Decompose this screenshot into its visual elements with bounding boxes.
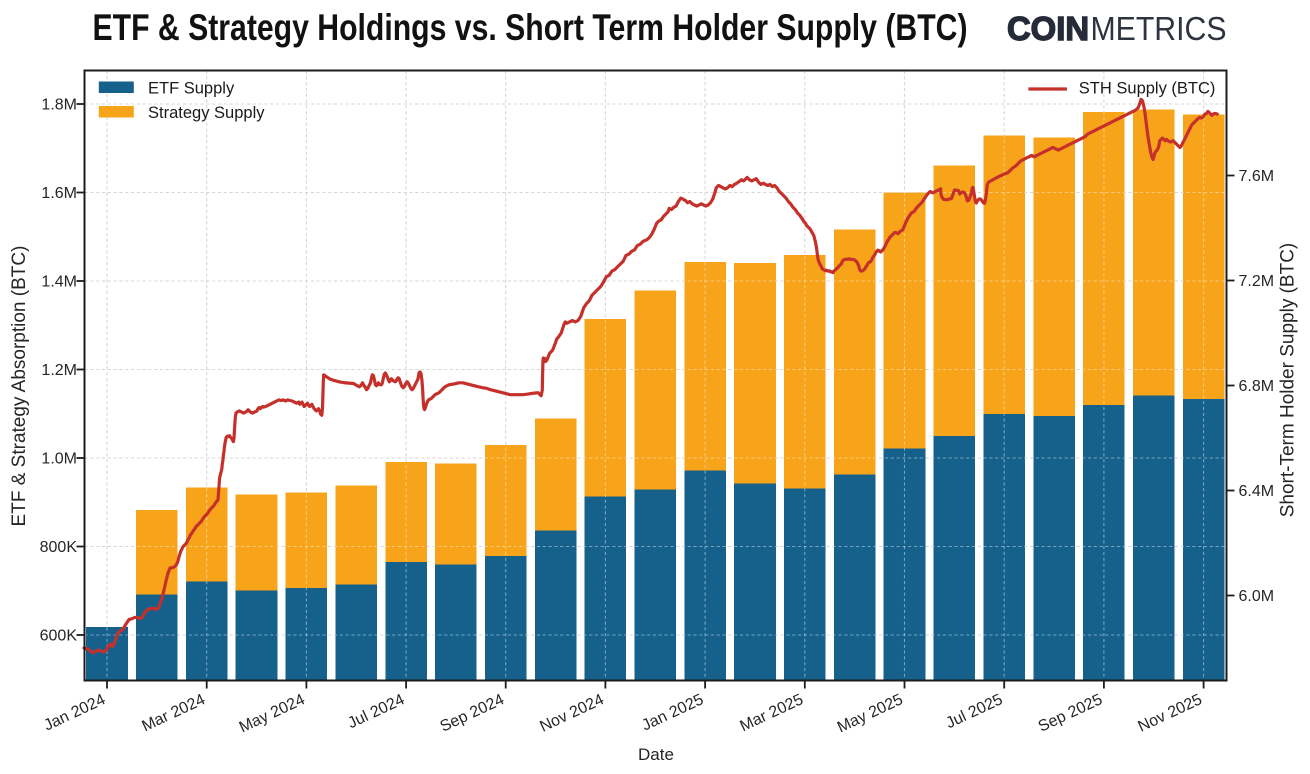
svg-text:STH Supply (BTC): STH Supply (BTC) xyxy=(1079,80,1216,98)
svg-text:ETF & Strategy Absorption (BTC: ETF & Strategy Absorption (BTC) xyxy=(9,246,30,527)
svg-text:COIN: COIN xyxy=(1007,10,1089,47)
svg-text:1.4M: 1.4M xyxy=(41,274,77,291)
svg-text:6.0M: 6.0M xyxy=(1239,588,1275,605)
svg-text:600K: 600K xyxy=(40,628,78,645)
svg-text:1.8M: 1.8M xyxy=(41,97,77,114)
svg-text:1.6M: 1.6M xyxy=(41,185,77,202)
svg-text:ETF & Strategy Holdings vs. Sh: ETF & Strategy Holdings vs. Short Term H… xyxy=(93,7,968,48)
svg-text:ETF Supply: ETF Supply xyxy=(148,80,235,98)
svg-text:6.8M: 6.8M xyxy=(1239,378,1275,395)
svg-text:METRICS: METRICS xyxy=(1091,10,1227,47)
svg-text:6.4M: 6.4M xyxy=(1239,483,1275,500)
svg-text:800K: 800K xyxy=(40,539,78,556)
svg-text:7.2M: 7.2M xyxy=(1239,273,1275,290)
svg-text:7.6M: 7.6M xyxy=(1239,168,1275,185)
svg-text:Short-Term Holder Supply (BTC): Short-Term Holder Supply (BTC) xyxy=(1278,243,1299,518)
svg-text:1.0M: 1.0M xyxy=(41,451,77,468)
svg-text:Strategy Supply: Strategy Supply xyxy=(148,104,265,122)
svg-text:Date: Date xyxy=(638,745,674,764)
svg-text:1.2M: 1.2M xyxy=(41,362,77,379)
